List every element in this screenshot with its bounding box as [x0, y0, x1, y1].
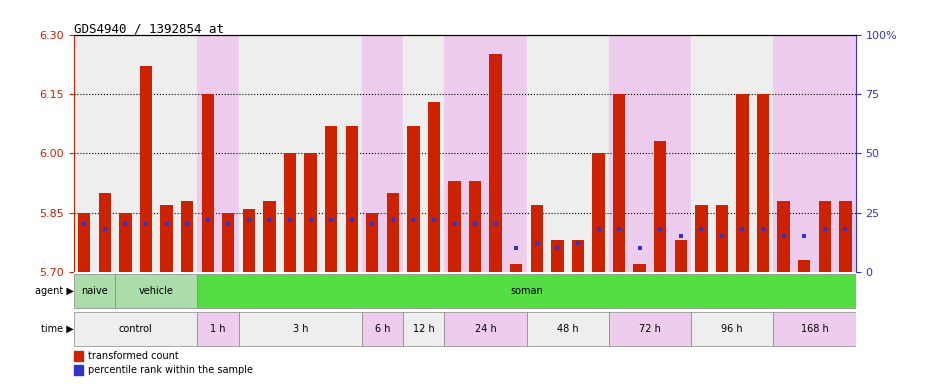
- Text: vehicle: vehicle: [139, 286, 174, 296]
- Bar: [304, 153, 316, 272]
- Bar: [691, 312, 773, 346]
- Bar: [362, 312, 403, 346]
- Bar: [696, 205, 708, 272]
- Bar: [362, 35, 403, 272]
- Bar: [654, 141, 666, 272]
- Bar: [387, 193, 399, 272]
- Bar: [449, 181, 461, 272]
- Text: 1 h: 1 h: [210, 324, 226, 334]
- Bar: [526, 312, 609, 346]
- Bar: [346, 126, 358, 272]
- Bar: [798, 260, 810, 272]
- Text: soman: soman: [511, 286, 543, 296]
- Text: agent ▶: agent ▶: [35, 286, 74, 296]
- Bar: [197, 312, 239, 346]
- Text: GDS4940 / 1392854_at: GDS4940 / 1392854_at: [74, 22, 224, 35]
- Bar: [444, 35, 526, 272]
- Bar: [222, 213, 234, 272]
- Bar: [609, 35, 691, 272]
- Bar: [366, 213, 378, 272]
- Bar: [181, 201, 193, 272]
- Bar: [773, 35, 856, 272]
- Bar: [551, 240, 563, 272]
- Bar: [427, 102, 440, 272]
- Text: naive: naive: [81, 286, 108, 296]
- Bar: [716, 205, 728, 272]
- Bar: [403, 312, 444, 346]
- Bar: [202, 94, 214, 272]
- Bar: [691, 35, 773, 272]
- Bar: [609, 312, 691, 346]
- Text: 48 h: 48 h: [557, 324, 578, 334]
- Bar: [757, 94, 770, 272]
- Text: 96 h: 96 h: [722, 324, 743, 334]
- Text: 24 h: 24 h: [475, 324, 496, 334]
- Bar: [284, 153, 296, 272]
- Bar: [613, 94, 625, 272]
- Bar: [526, 35, 609, 272]
- Bar: [839, 201, 852, 272]
- Bar: [777, 201, 790, 272]
- Text: 72 h: 72 h: [639, 324, 660, 334]
- Bar: [74, 274, 115, 308]
- Bar: [773, 312, 856, 346]
- Bar: [469, 181, 481, 272]
- Bar: [510, 264, 523, 272]
- Bar: [74, 365, 83, 375]
- Text: 12 h: 12 h: [413, 324, 435, 334]
- Text: percentile rank within the sample: percentile rank within the sample: [88, 365, 253, 375]
- Text: 3 h: 3 h: [292, 324, 308, 334]
- Bar: [819, 201, 831, 272]
- Bar: [572, 240, 584, 272]
- Text: transformed count: transformed count: [88, 351, 179, 361]
- Bar: [592, 153, 605, 272]
- Bar: [489, 55, 502, 272]
- Text: time ▶: time ▶: [42, 324, 74, 334]
- Bar: [239, 312, 362, 346]
- Bar: [197, 35, 239, 272]
- Bar: [242, 209, 255, 272]
- Bar: [140, 66, 152, 272]
- Bar: [160, 205, 173, 272]
- Bar: [736, 94, 748, 272]
- Bar: [74, 35, 197, 272]
- Bar: [407, 126, 420, 272]
- Bar: [99, 193, 111, 272]
- Bar: [531, 205, 543, 272]
- Bar: [264, 201, 276, 272]
- Bar: [78, 213, 91, 272]
- Text: 6 h: 6 h: [375, 324, 390, 334]
- Bar: [325, 126, 338, 272]
- Bar: [74, 312, 197, 346]
- Bar: [74, 351, 83, 361]
- Bar: [444, 312, 526, 346]
- Text: 168 h: 168 h: [801, 324, 829, 334]
- Bar: [239, 35, 362, 272]
- Bar: [674, 240, 687, 272]
- Bar: [119, 213, 131, 272]
- Bar: [197, 274, 856, 308]
- Bar: [634, 264, 646, 272]
- Text: control: control: [118, 324, 153, 334]
- Bar: [403, 35, 444, 272]
- Bar: [115, 274, 197, 308]
